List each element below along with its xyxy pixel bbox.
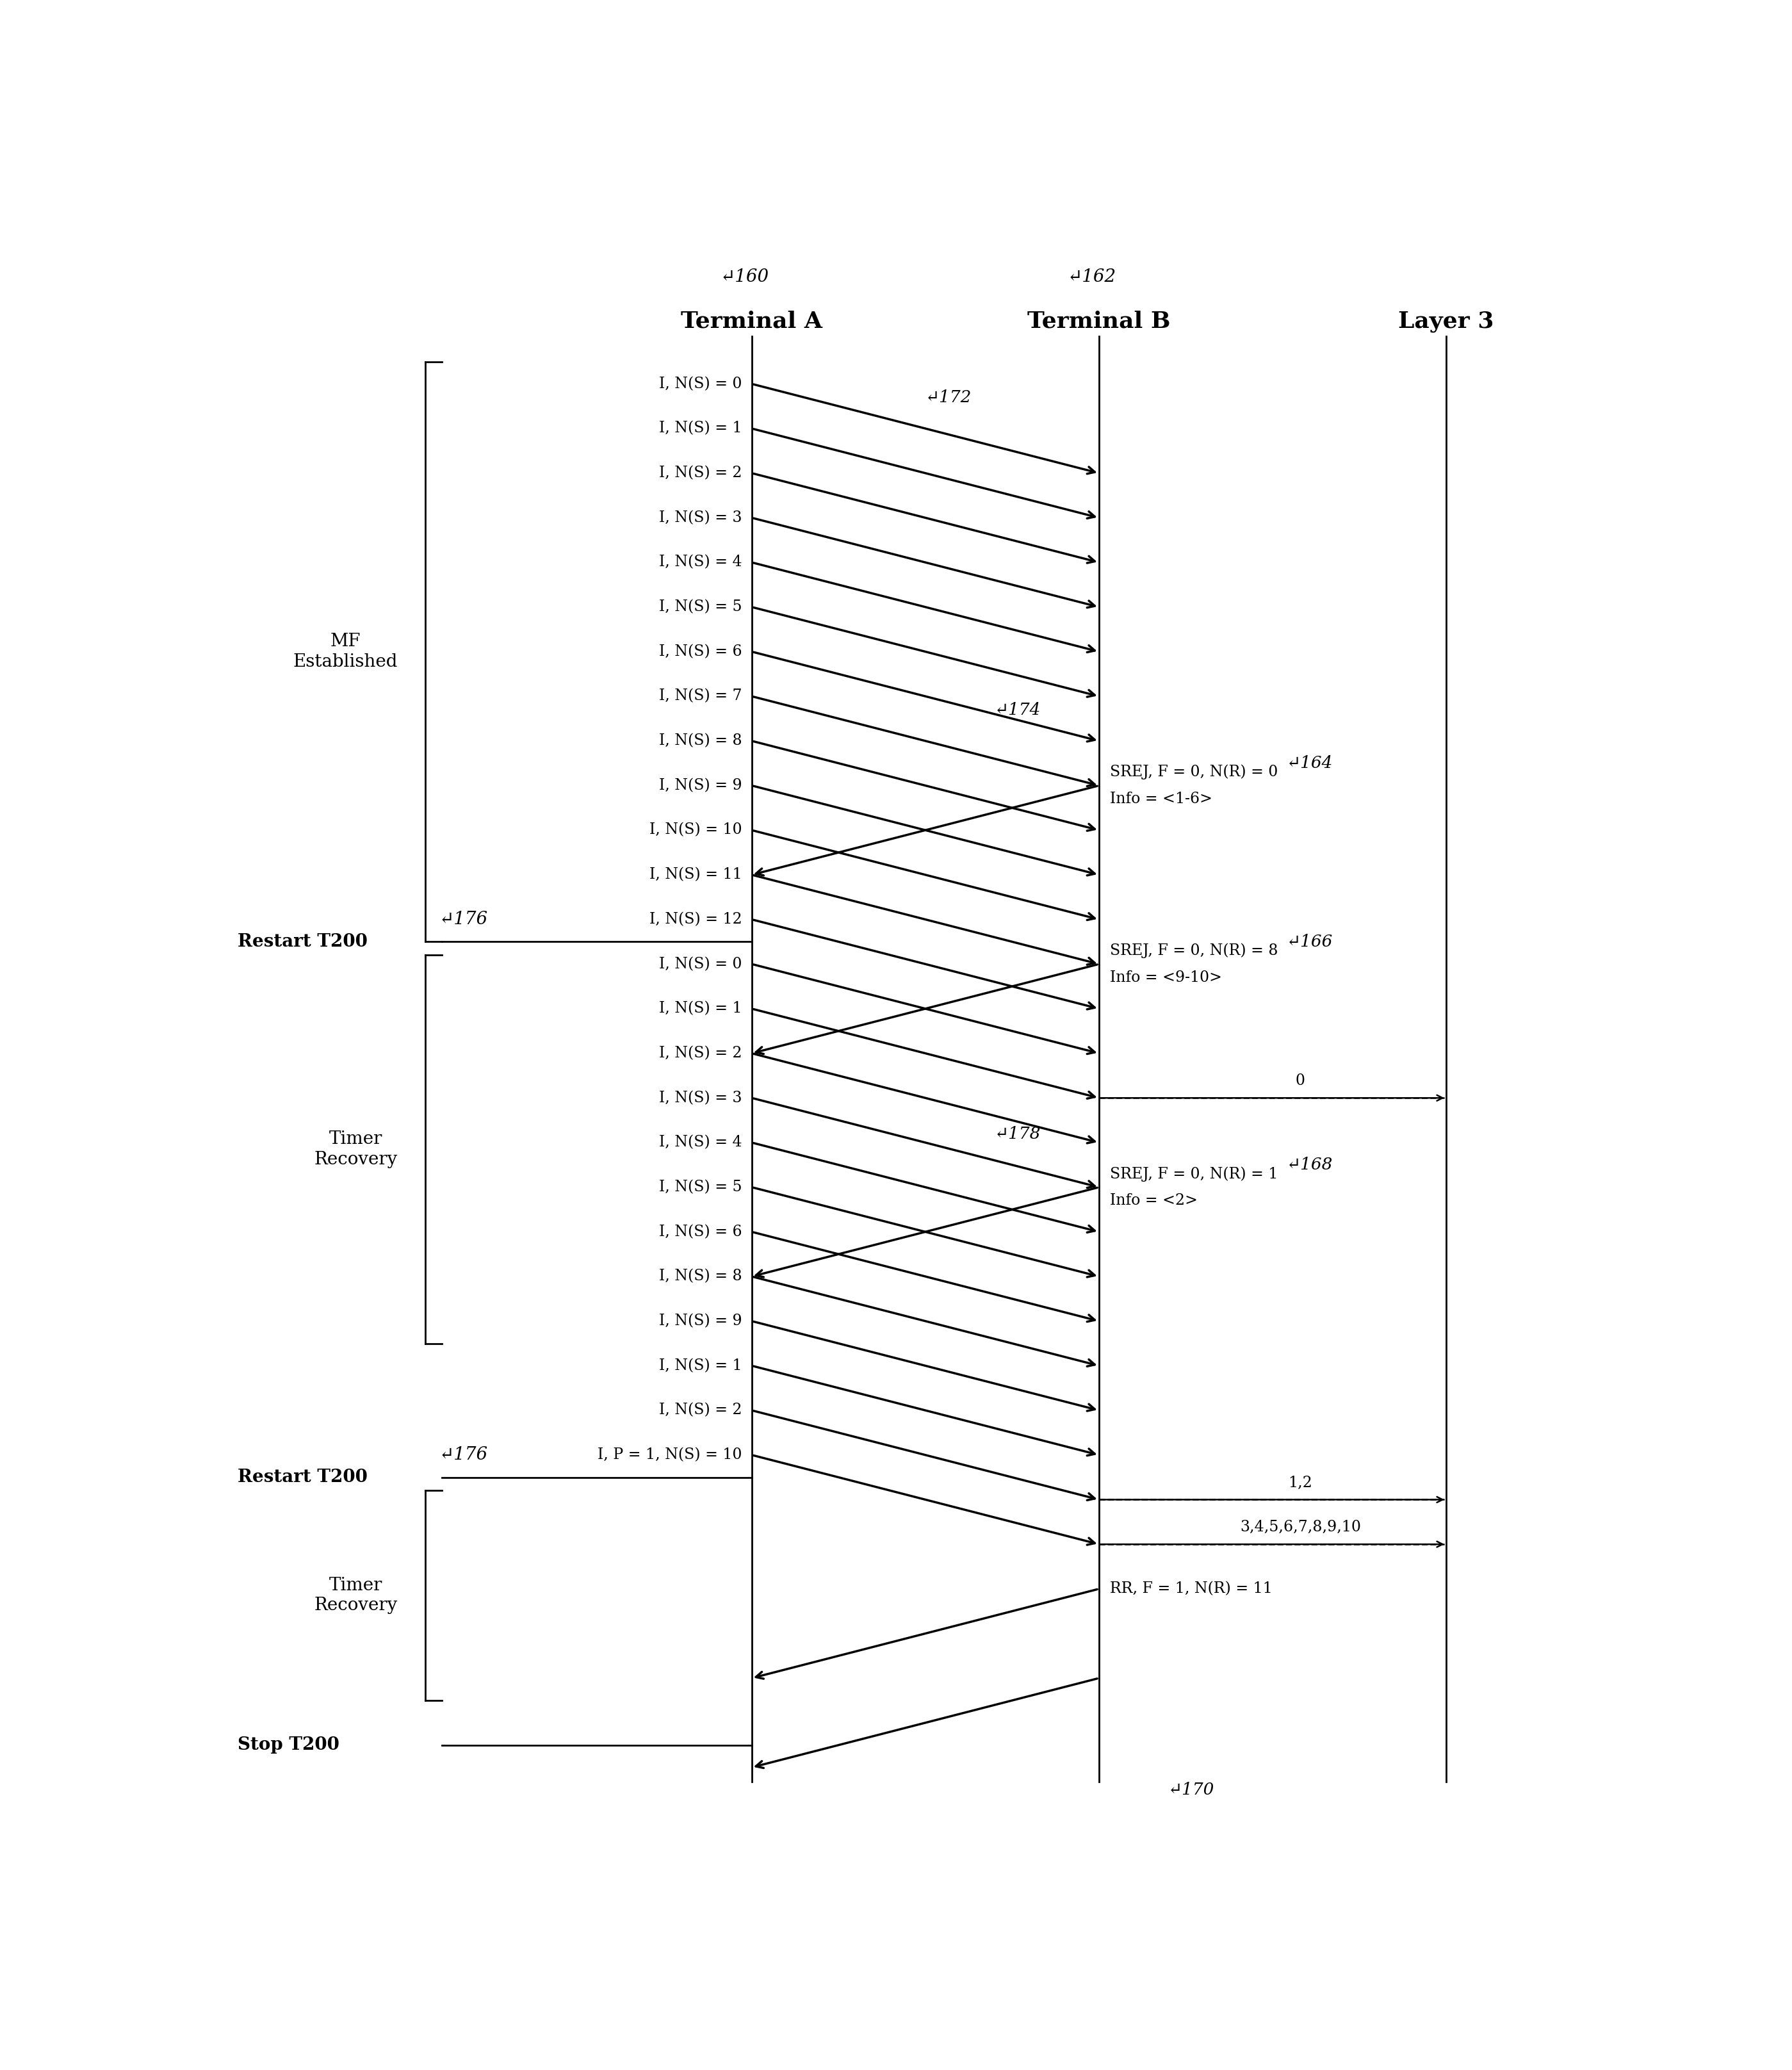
Text: I, N(S) = 1: I, N(S) = 1 [659,420,742,437]
Text: ↵176: ↵176 [439,911,487,927]
Text: ↵176: ↵176 [439,1447,487,1463]
Text: SREJ, F = 0, N(R) = 1: SREJ, F = 0, N(R) = 1 [1109,1165,1278,1182]
Text: I, N(S) = 2: I, N(S) = 2 [659,466,742,480]
Text: I, N(S) = 3: I, N(S) = 3 [659,1091,742,1105]
Text: Restart T200: Restart T200 [238,1468,367,1486]
Text: ↵174: ↵174 [995,702,1041,718]
Text: I, N(S) = 7: I, N(S) = 7 [659,689,742,704]
Text: I, P = 1, N(S) = 10: I, P = 1, N(S) = 10 [597,1447,742,1461]
Text: I, N(S) = 5: I, N(S) = 5 [659,1180,742,1194]
Text: I, N(S) = 2: I, N(S) = 2 [659,1045,742,1060]
Text: I, N(S) = 8: I, N(S) = 8 [659,733,742,747]
Text: Terminal B: Terminal B [1027,310,1170,333]
Text: Restart T200: Restart T200 [238,934,367,950]
Text: ↵160: ↵160 [720,269,769,286]
Text: Stop T200: Stop T200 [238,1737,340,1753]
Text: I, N(S) = 10: I, N(S) = 10 [649,822,742,838]
Text: I, N(S) = 3: I, N(S) = 3 [659,511,742,526]
Text: I, N(S) = 12: I, N(S) = 12 [649,913,742,927]
Text: Info = <1-6>: Info = <1-6> [1109,791,1213,807]
Text: I, N(S) = 1: I, N(S) = 1 [659,1358,742,1372]
Text: I, N(S) = 11: I, N(S) = 11 [649,867,742,882]
Text: SREJ, F = 0, N(R) = 8: SREJ, F = 0, N(R) = 8 [1109,944,1278,958]
Text: I, N(S) = 1: I, N(S) = 1 [659,1002,742,1016]
Text: ↵172: ↵172 [925,389,971,406]
Text: RR, F = 1, N(R) = 11: RR, F = 1, N(R) = 11 [1109,1581,1272,1596]
Text: I, N(S) = 9: I, N(S) = 9 [659,1314,742,1329]
Text: I, N(S) = 4: I, N(S) = 4 [659,1134,742,1151]
Text: I, N(S) = 4: I, N(S) = 4 [659,555,742,569]
Text: I, N(S) = 6: I, N(S) = 6 [659,644,742,658]
Text: I, N(S) = 5: I, N(S) = 5 [659,600,742,615]
Text: 0: 0 [1296,1074,1305,1089]
Text: ↵168: ↵168 [1287,1157,1333,1174]
Text: I, N(S) = 8: I, N(S) = 8 [659,1269,742,1283]
Text: ↵170: ↵170 [1168,1782,1215,1797]
Text: Layer 3: Layer 3 [1398,310,1495,333]
Text: MF
Established: MF Established [292,633,398,671]
Text: Info = <2>: Info = <2> [1109,1192,1197,1209]
Text: ↵166: ↵166 [1287,934,1333,950]
Text: 3,4,5,6,7,8,9,10: 3,4,5,6,7,8,9,10 [1240,1519,1360,1534]
Text: ↵164: ↵164 [1287,756,1333,772]
Text: Info = <9-10>: Info = <9-10> [1109,971,1222,985]
Text: I, N(S) = 9: I, N(S) = 9 [659,778,742,793]
Text: I, N(S) = 0: I, N(S) = 0 [659,956,742,971]
Text: Timer
Recovery: Timer Recovery [314,1577,398,1615]
Text: I, N(S) = 6: I, N(S) = 6 [659,1225,742,1240]
Text: SREJ, F = 0, N(R) = 0: SREJ, F = 0, N(R) = 0 [1109,764,1278,780]
Text: ↵162: ↵162 [1068,269,1116,286]
Text: 1,2: 1,2 [1288,1476,1312,1490]
Text: Terminal A: Terminal A [681,310,823,333]
Text: I, N(S) = 2: I, N(S) = 2 [659,1403,742,1418]
Text: I, N(S) = 0: I, N(S) = 0 [659,377,742,391]
Text: ↵178: ↵178 [995,1126,1041,1143]
Text: Timer
Recovery: Timer Recovery [314,1130,398,1167]
